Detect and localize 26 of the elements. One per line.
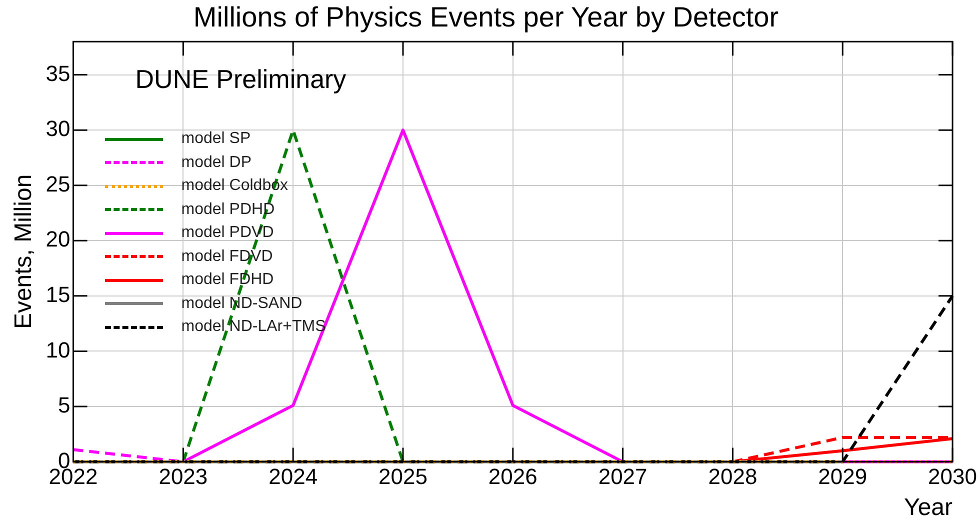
annotation: DUNE Preliminary: [135, 64, 346, 95]
x-axis-title: Year: [904, 494, 953, 522]
legend-label: model Coldbox: [181, 177, 288, 196]
legend-label: model DP: [181, 154, 252, 172]
x-tick-label: 2029: [818, 464, 868, 490]
y-tick-label: 5: [58, 392, 70, 418]
y-tick-label: 10: [46, 337, 70, 362]
x-tick-label: 2023: [158, 464, 208, 490]
legend-label: model FDHD: [181, 271, 274, 290]
legend-label: model FDVD: [181, 248, 273, 266]
y-tick-label: 15: [46, 282, 70, 307]
legend-label: model SP: [181, 130, 251, 148]
legend-label: model PDHD: [181, 200, 275, 219]
x-tick-label: 2027: [598, 464, 648, 490]
x-tick-label: 2025: [378, 464, 428, 490]
y-tick-label: 30: [46, 116, 70, 142]
y-axis-title: Events, Million: [10, 174, 38, 330]
legend-label: model PDVD: [181, 224, 274, 242]
y-tick-label: 35: [46, 60, 70, 86]
y-tick-label: 25: [46, 171, 70, 196]
x-tick-label: 2026: [488, 464, 538, 490]
x-tick-label: 2028: [708, 464, 758, 490]
x-tick-label: 2030: [928, 464, 978, 490]
chart-title: Millions of Physics Events per Year by Detector: [193, 2, 779, 33]
y-tick-label: 20: [46, 226, 70, 252]
x-tick-label: 2024: [268, 464, 318, 490]
